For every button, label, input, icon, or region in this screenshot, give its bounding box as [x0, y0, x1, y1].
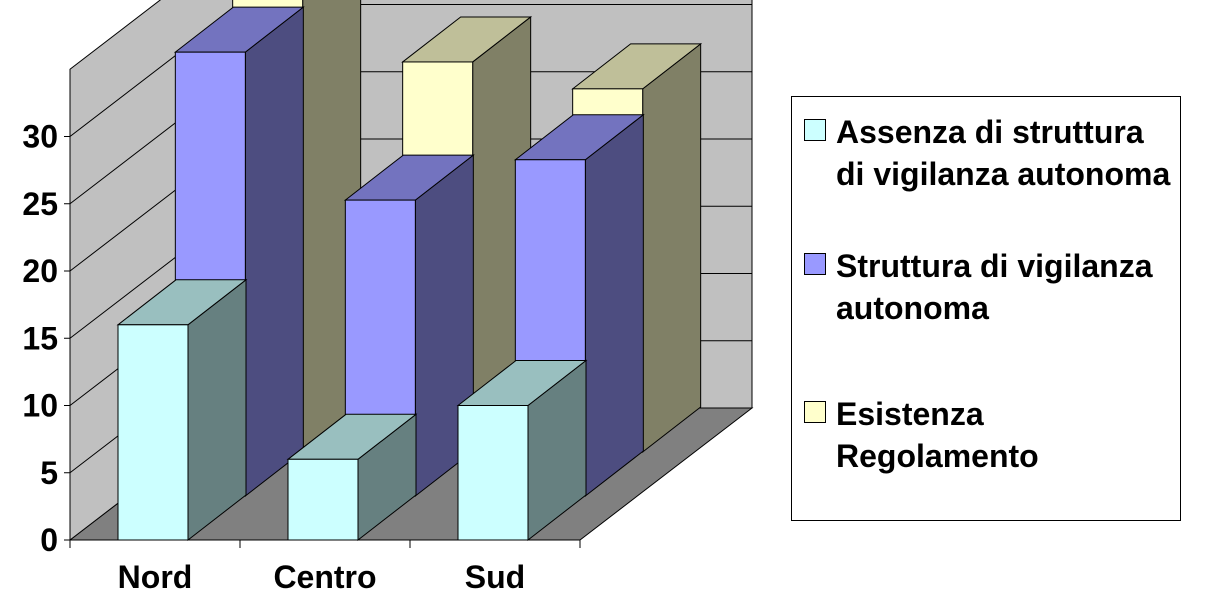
y-tick-label: 30 [22, 119, 58, 155]
chart-labels: 0 5 10 15 20 25 30 Nord Centro Sud [22, 119, 525, 596]
y-tick-label: 0 [40, 522, 58, 558]
bar [457, 405, 529, 541]
y-tick-label: 10 [22, 388, 58, 424]
legend-item: Esistenza Regolamento [804, 393, 1076, 477]
y-tick-label: 25 [22, 186, 58, 222]
y-tick-label: 5 [40, 455, 58, 491]
chart-plot: 0 5 10 15 20 25 30 Nord Centro Sud [22, 0, 754, 596]
y-tick-label: 20 [22, 253, 58, 289]
legend-item: Struttura di vigilanza autonoma [804, 245, 1176, 329]
legend-label: Struttura di vigilanza autonoma [836, 248, 1153, 326]
legend-label: Assenza di struttura di vigilanza autono… [836, 114, 1171, 192]
bar [287, 458, 359, 541]
x-tick-label: Sud [465, 559, 525, 595]
bar-side [642, 42, 702, 454]
legend-label: Esistenza Regolamento [836, 396, 1039, 474]
chart-legend: Assenza di struttura di vigilanza autono… [791, 96, 1181, 521]
bar [117, 324, 189, 541]
bar-side [244, 6, 304, 498]
y-tick-label: 15 [22, 320, 58, 356]
chart-axes [64, 69, 581, 548]
legend-swatch [804, 401, 826, 423]
legend-swatch [804, 119, 826, 141]
x-tick-label: Centro [273, 559, 376, 595]
legend-item: Assenza di struttura di vigilanza autono… [804, 111, 1176, 195]
x-tick-label: Nord [118, 559, 193, 595]
chart-bars [116, 0, 703, 542]
bar-side [584, 113, 644, 498]
legend-swatch [804, 253, 826, 275]
bar-side [187, 278, 247, 542]
